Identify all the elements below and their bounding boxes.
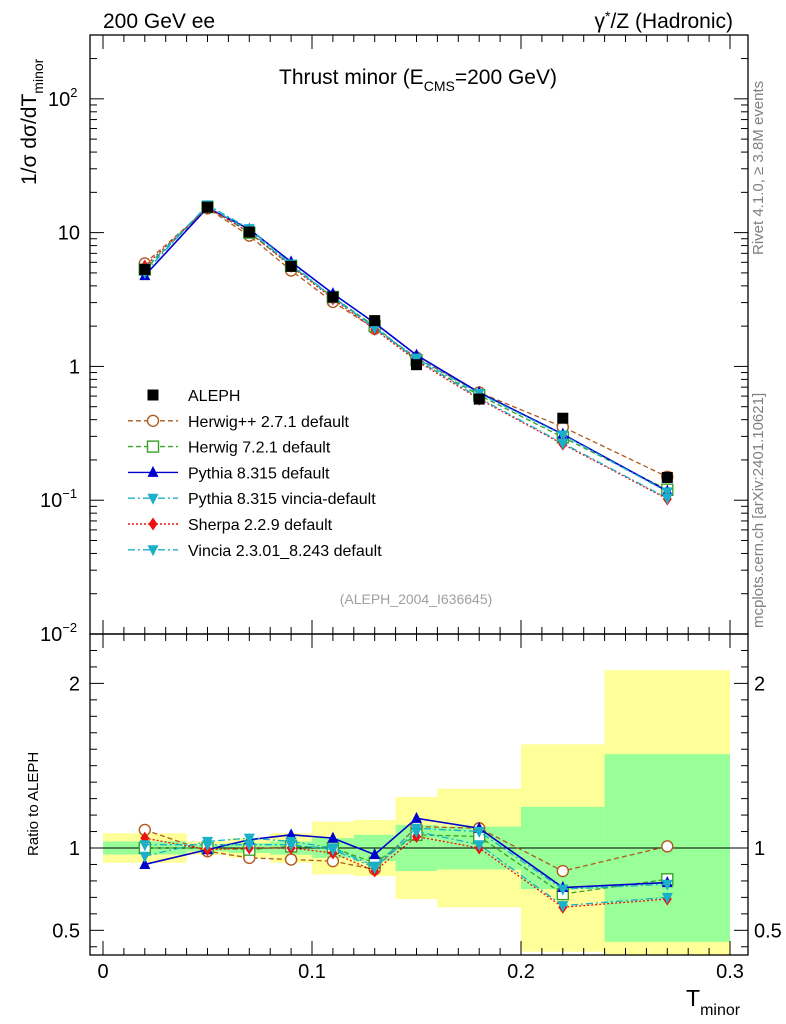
legend-marker	[147, 493, 159, 505]
ratio-series-point	[411, 827, 422, 839]
ratio-series-line	[144, 835, 668, 908]
ratio-y-tick-label-left: 0.5	[52, 920, 80, 942]
rivet-version-label: Rivet 4.1.0, ≥ 3.8M events	[750, 81, 767, 255]
main-y-tick-label: 10−1	[40, 486, 77, 512]
mcplots-label: mcplots.cern.ch [arXiv:2401.10621]	[750, 393, 767, 628]
ratio-series-point	[661, 840, 674, 853]
ratio-series-point	[369, 863, 381, 875]
ratio-series-point	[473, 827, 485, 839]
ratio-series-point	[661, 892, 673, 904]
data-point	[557, 412, 569, 424]
data-point	[661, 471, 673, 483]
data-point	[369, 315, 381, 327]
ratio-y-tick-label-right: 0.5	[754, 920, 782, 942]
series-point	[369, 323, 381, 335]
main-y-tick-label: 10−2	[40, 620, 77, 646]
legend-label: Herwig 7.2.1 default	[188, 440, 331, 457]
main-y-tick-label: 102	[48, 85, 77, 111]
x-tick-label: 0	[97, 961, 108, 983]
series-line	[144, 206, 668, 492]
main-y-tick-label: 10	[58, 223, 80, 245]
series-line	[144, 204, 668, 493]
ratio-series-point	[661, 879, 673, 891]
legend-label: Sherpa 2.2.9 default	[188, 517, 333, 534]
legend-marker	[148, 517, 158, 531]
legend-marker	[147, 545, 159, 557]
data-point	[411, 359, 422, 371]
legend-label: Vincia 2.3.01_8.243 default	[188, 543, 382, 560]
data-point	[243, 226, 255, 238]
ratio-series-point	[556, 864, 569, 878]
x-tick-label: 0.1	[298, 961, 326, 983]
ratio-series-point	[285, 840, 297, 852]
ratio-series-point	[369, 848, 381, 860]
ratio-series-point	[284, 853, 298, 866]
legend: ALEPH Herwig++ 2.7.1 default Herwig 7.2.1 …	[128, 388, 382, 560]
ratio-y-axis-label: Ratio to ALEPH	[25, 752, 42, 856]
x-tick-label: 0.3	[716, 961, 744, 983]
legend-label: ALEPH	[188, 388, 240, 405]
main-panel: 102 10 1 10−1 10−2	[40, 34, 749, 646]
x-axis-label: Tminor	[686, 985, 741, 1019]
legend-label: Pythia 8.315 default	[188, 465, 330, 482]
ratio-series-point	[557, 901, 569, 913]
series-point	[557, 430, 569, 442]
ratio-series-point	[327, 845, 339, 857]
ratio-series-point	[139, 857, 151, 869]
analysis-tag: (ALEPH_2004_I636645)	[340, 591, 493, 607]
data-point	[327, 291, 339, 303]
ratio-series-point	[139, 840, 151, 852]
ratio-series-point	[139, 851, 151, 863]
data-point	[202, 201, 213, 213]
ratio-y-tick-label-left: 1	[69, 838, 80, 860]
ratio-series-point	[557, 884, 569, 896]
header-right: γ*/Z (Hadronic)	[595, 8, 733, 33]
data-point	[473, 393, 485, 405]
ratio-y-tick-label-left: 2	[69, 673, 80, 695]
ratio-series-point	[411, 811, 422, 823]
ratio-panel: 0 0.1 0.2 0.3 2 2 1 1 0.5 0.5	[52, 633, 782, 983]
ratio-series-point	[473, 840, 485, 852]
main-y-tick-label: 1	[69, 356, 80, 378]
plot-title: Thrust minor (ECMS=200 GeV)	[279, 66, 557, 94]
ratio-series-line	[144, 827, 668, 890]
data-point	[139, 264, 151, 276]
ratio-series-line	[144, 817, 668, 889]
main-y-axis-label: 1/σ dσ/dTminor	[18, 58, 46, 185]
series-line	[144, 206, 668, 500]
legend-marker	[147, 389, 159, 401]
legend-label: Herwig++ 2.7.1 default	[188, 414, 350, 431]
ratio-series-point	[243, 840, 255, 852]
ratio-y-tick-label-right: 1	[754, 838, 765, 860]
x-tick-label: 0.2	[507, 961, 535, 983]
legend-marker	[146, 414, 160, 427]
series-line	[144, 207, 668, 478]
ratio-series-point	[243, 833, 255, 845]
ratio-series-point	[285, 828, 297, 840]
legend-marker	[146, 440, 160, 453]
header-left: 200 GeV ee	[103, 10, 215, 33]
data-point	[285, 260, 297, 272]
legend-label: Pythia 8.315 vincia-default	[188, 491, 376, 508]
ratio-y-tick-label-right: 2	[754, 673, 765, 695]
series-line	[144, 205, 668, 499]
legend-marker	[147, 465, 159, 477]
series-point	[661, 493, 673, 505]
ratio-series-line	[144, 825, 668, 872]
ratio-frame	[89, 633, 749, 956]
ratio-series-line	[144, 830, 668, 907]
series-point	[557, 438, 569, 450]
ratio-series-point	[327, 831, 339, 843]
ratio-series-point	[202, 840, 213, 852]
